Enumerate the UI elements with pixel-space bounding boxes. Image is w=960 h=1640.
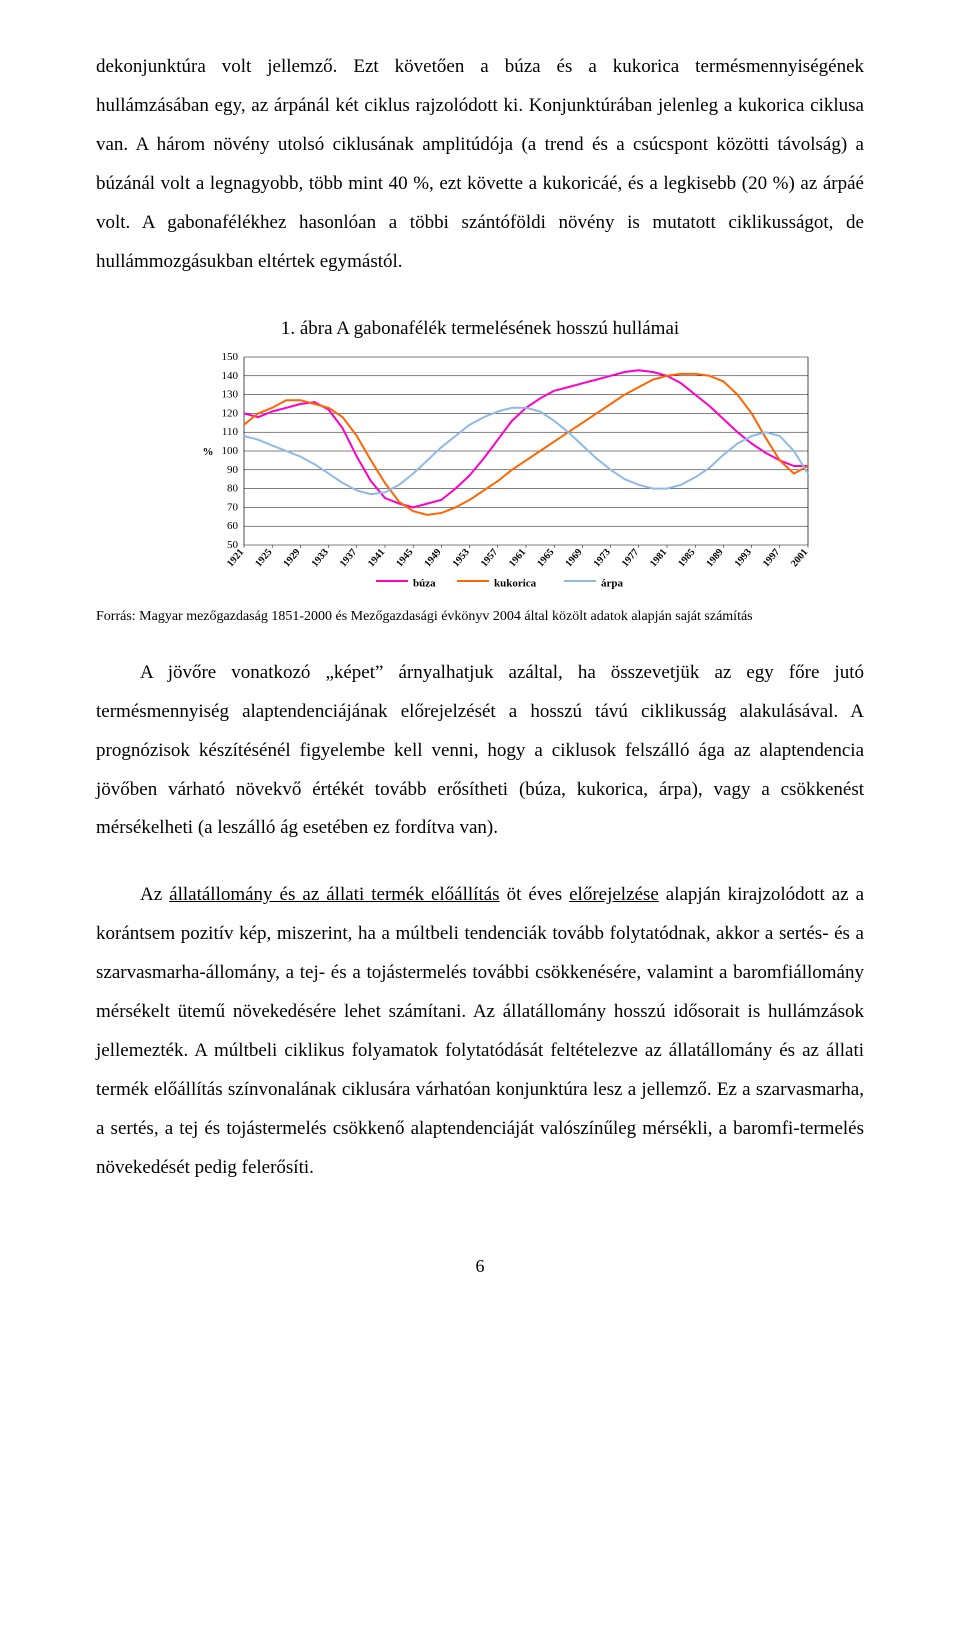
- svg-text:140: 140: [222, 369, 239, 381]
- para3-b: öt éves: [500, 884, 570, 905]
- para3-c: alapján kirajzolódott az a korántsem poz…: [96, 884, 864, 1178]
- svg-text:80: 80: [227, 482, 239, 494]
- svg-text:60: 60: [227, 520, 239, 532]
- svg-text:120: 120: [222, 407, 239, 419]
- svg-text:70: 70: [227, 501, 239, 513]
- svg-text:1945: 1945: [394, 546, 415, 568]
- svg-text:árpa: árpa: [601, 577, 624, 589]
- svg-text:1997: 1997: [761, 546, 782, 568]
- svg-text:1953: 1953: [451, 546, 472, 568]
- svg-text:1969: 1969: [563, 546, 584, 568]
- svg-text:1981: 1981: [648, 546, 669, 568]
- svg-text:1925: 1925: [253, 546, 274, 568]
- svg-text:1961: 1961: [507, 546, 528, 568]
- paragraph-1: dekonjunktúra volt jellemző. Ezt követőe…: [96, 48, 864, 282]
- paragraph-2: A jövőre vonatkozó „képet” árnyalhatjuk …: [96, 654, 864, 849]
- svg-text:1965: 1965: [535, 546, 556, 568]
- svg-text:1973: 1973: [592, 546, 613, 568]
- svg-text:2001: 2001: [789, 546, 810, 568]
- svg-text:1989: 1989: [704, 546, 725, 568]
- svg-text:1933: 1933: [310, 546, 331, 568]
- svg-text:110: 110: [222, 426, 239, 438]
- chart-title: 1. ábra A gabonafélék termelésének hossz…: [96, 310, 864, 349]
- chart-caption: Forrás: Magyar mezőgazdaság 1851-2000 és…: [96, 608, 864, 626]
- para3-underline-2: előrejelzése: [569, 884, 659, 905]
- page-number: 6: [96, 1248, 864, 1285]
- para3-a: Az: [140, 884, 169, 905]
- svg-text:90: 90: [227, 463, 239, 475]
- svg-text:kukorica: kukorica: [494, 577, 537, 589]
- para3-underline-1: állatállomány és az állati termék előáll…: [169, 884, 499, 905]
- svg-text:1929: 1929: [281, 546, 302, 568]
- svg-text:%: %: [203, 446, 214, 458]
- svg-text:1957: 1957: [479, 546, 500, 568]
- svg-text:1977: 1977: [620, 546, 641, 568]
- svg-text:130: 130: [222, 388, 239, 400]
- svg-text:1941: 1941: [366, 546, 387, 568]
- svg-text:150: 150: [222, 351, 239, 363]
- chart-svg: 5060708090100110120130140150%19211925192…: [196, 351, 816, 591]
- paragraph-3: Az állatállomány és az állati termék elő…: [96, 876, 864, 1188]
- svg-text:1949: 1949: [422, 546, 443, 568]
- svg-text:1937: 1937: [338, 546, 359, 568]
- cereal-chart: 5060708090100110120130140150%19211925192…: [196, 351, 824, 606]
- svg-text:1993: 1993: [733, 546, 754, 568]
- svg-text:búza: búza: [413, 577, 436, 589]
- svg-text:100: 100: [222, 445, 239, 457]
- svg-text:1985: 1985: [676, 546, 697, 568]
